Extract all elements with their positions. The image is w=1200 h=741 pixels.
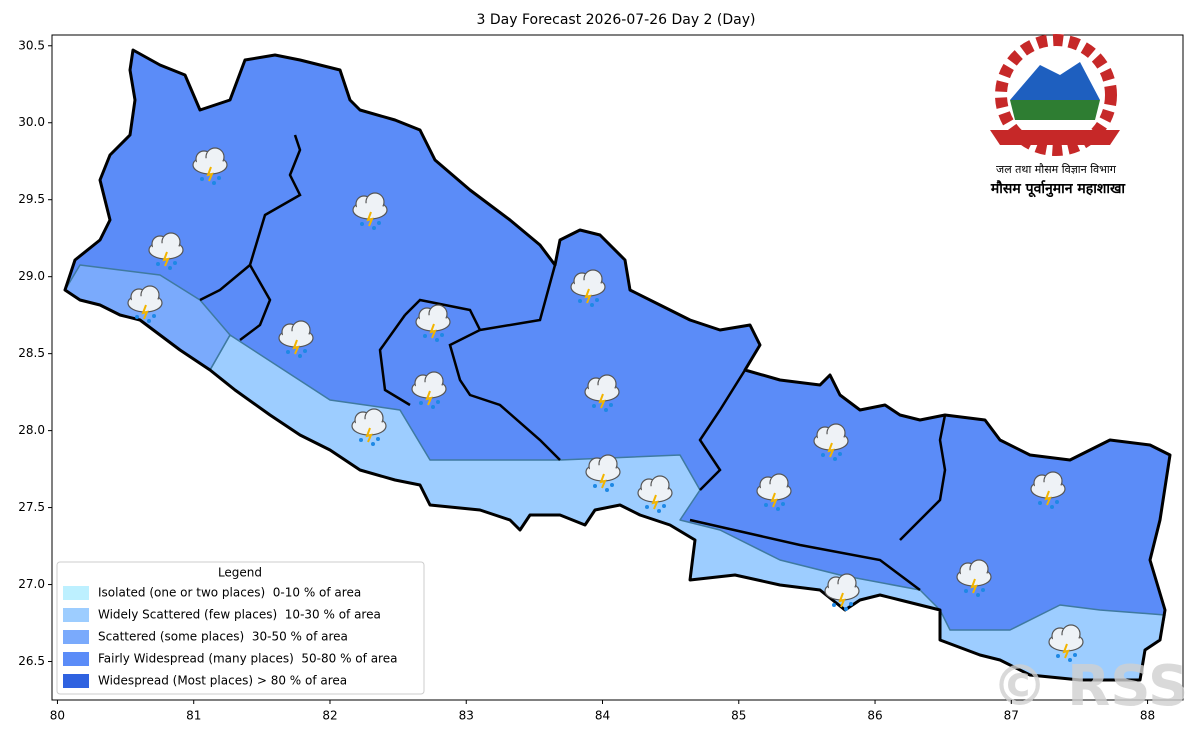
legend-swatch xyxy=(63,608,89,622)
plot-frame xyxy=(51,34,1184,701)
axes: 80 81 82 83 84 85 86 87 88 26.5 27.0 27.5 28.0 28.5 29… xyxy=(18,38,1155,722)
y-tick-label: 26.5 xyxy=(18,654,45,668)
legend-label: Widespread (Most places) > 80 % of area xyxy=(98,674,347,688)
logo-ribbon xyxy=(990,130,1120,145)
map-title: 3 Day Forecast 2026-07-26 Day 2 (Day) xyxy=(477,12,756,28)
x-tick-label: 80 xyxy=(50,709,65,723)
logo-wreath xyxy=(995,34,1117,156)
y-tick-label: 30.5 xyxy=(18,38,45,52)
y-tick-label: 29.5 xyxy=(18,192,45,206)
watermark: © RSS xyxy=(992,654,1189,719)
x-tick-label: 82 xyxy=(322,709,337,723)
x-tick-label: 85 xyxy=(731,709,746,723)
nepal-map xyxy=(63,48,1172,682)
y-tick-label: 29.0 xyxy=(18,269,45,283)
legend: Legend Isolated (one or two places) 0-10… xyxy=(56,561,425,695)
logo-hills xyxy=(1010,100,1100,120)
legend-label: Widely Scattered (few places) 10-30 % of… xyxy=(98,608,381,622)
y-tick-label: 27.0 xyxy=(18,577,45,591)
legend-swatch xyxy=(63,674,89,688)
x-tick-label: 84 xyxy=(595,709,610,723)
legend-swatch xyxy=(63,652,89,666)
y-tick-label: 28.0 xyxy=(18,423,45,437)
x-tick-label: 88 xyxy=(1140,709,1155,723)
y-tick-label: 27.5 xyxy=(18,500,45,514)
y-tick-label: 28.5 xyxy=(18,346,45,360)
legend-swatch xyxy=(63,630,89,644)
logo: जल तथा मौसम विज्ञान विभाग मौसम पूर्वानुम… xyxy=(990,34,1127,198)
logo-line1: जल तथा मौसम विज्ञान विभाग xyxy=(996,163,1117,176)
x-tick-label: 87 xyxy=(1004,709,1019,723)
legend-label: Isolated (one or two places) 0-10 % of a… xyxy=(98,586,361,600)
logo-mountain xyxy=(1010,62,1100,100)
x-tick-label: 83 xyxy=(459,709,474,723)
legend-label: Fairly Widespread (many places) 50-80 % … xyxy=(98,652,397,666)
country-border xyxy=(63,48,1172,682)
legend-swatch xyxy=(63,586,89,600)
y-tick-label: 30.0 xyxy=(18,115,45,129)
legend-title: Legend xyxy=(218,566,262,580)
x-tick-label: 86 xyxy=(867,709,882,723)
legend-box xyxy=(56,561,425,695)
logo-line2: मौसम पूर्वानुमान महाशाखा xyxy=(990,180,1127,198)
x-tick-label: 81 xyxy=(186,709,201,723)
legend-label: Scattered (some places) 30-50 % of area xyxy=(98,630,348,644)
province-borders xyxy=(199,134,947,591)
